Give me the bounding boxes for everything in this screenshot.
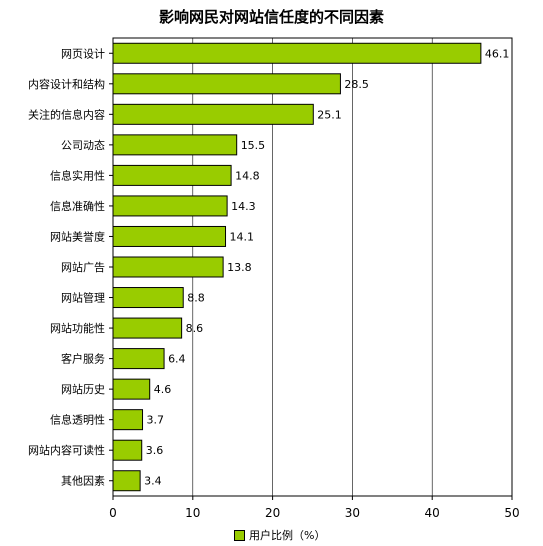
category-label: 其他因素 xyxy=(61,475,105,488)
bar xyxy=(112,317,183,339)
bar xyxy=(112,103,314,125)
category-label: 内容设计和结构 xyxy=(28,77,105,91)
category-label: 公司动态 xyxy=(61,139,105,152)
bar-value-label: 3.7 xyxy=(147,414,165,427)
bar-value-label: 46.1 xyxy=(485,47,510,60)
x-tick-label: 10 xyxy=(185,506,200,520)
category-label: 网站内容可读性 xyxy=(28,443,105,457)
x-tick-label: 20 xyxy=(265,506,280,520)
bar-value-label: 14.3 xyxy=(231,200,256,213)
legend-swatch xyxy=(234,529,245,541)
bar xyxy=(112,164,232,186)
category-label: 网站广告 xyxy=(61,260,105,274)
bar-value-label: 4.6 xyxy=(154,383,172,396)
category-label: 网站美誉度 xyxy=(50,229,105,243)
bar-value-label: 3.4 xyxy=(144,475,162,488)
category-label: 信息实用性 xyxy=(50,168,105,182)
bar xyxy=(112,378,151,400)
bar-value-label: 14.8 xyxy=(235,169,260,182)
bar xyxy=(112,348,165,370)
category-label: 网站历史 xyxy=(61,382,105,396)
bar-value-label: 13.8 xyxy=(227,261,252,274)
category-label: 信息透明性 xyxy=(50,413,105,427)
bar-value-label: 8.8 xyxy=(187,292,205,305)
bar xyxy=(112,439,143,461)
bar-value-label: 6.4 xyxy=(168,353,186,366)
bar xyxy=(112,42,482,64)
bar xyxy=(112,470,141,492)
x-tick-label: 50 xyxy=(504,506,519,520)
bar xyxy=(112,256,224,278)
bar-value-label: 25.1 xyxy=(317,108,342,121)
category-label: 信息准确性 xyxy=(50,199,105,213)
bar xyxy=(112,73,341,95)
category-label: 客户服务 xyxy=(61,352,105,366)
category-label: 网站管理 xyxy=(61,291,105,305)
bar xyxy=(112,225,227,247)
bar-value-label: 3.6 xyxy=(146,444,164,457)
category-label: 网页设计 xyxy=(61,47,105,60)
legend: 用户比例（%） xyxy=(234,527,325,543)
bar-value-label: 8.6 xyxy=(186,322,204,335)
bar-value-label: 14.1 xyxy=(230,230,255,243)
bar xyxy=(112,287,184,309)
category-label: 网站功能性 xyxy=(50,321,105,335)
bar xyxy=(112,195,228,217)
category-label: 关注的信息内容 xyxy=(28,107,105,121)
bar-value-label: 15.5 xyxy=(241,139,266,152)
bar xyxy=(112,134,238,156)
x-tick-label: 40 xyxy=(425,506,440,520)
bar xyxy=(112,409,144,431)
legend-label: 用户比例（%） xyxy=(249,529,326,542)
x-tick-label: 30 xyxy=(345,506,360,520)
x-tick-label: 0 xyxy=(109,506,117,520)
chart-title: 影响网民对网站信任度的不同因素 xyxy=(158,8,384,26)
bar-value-label: 28.5 xyxy=(344,78,369,91)
